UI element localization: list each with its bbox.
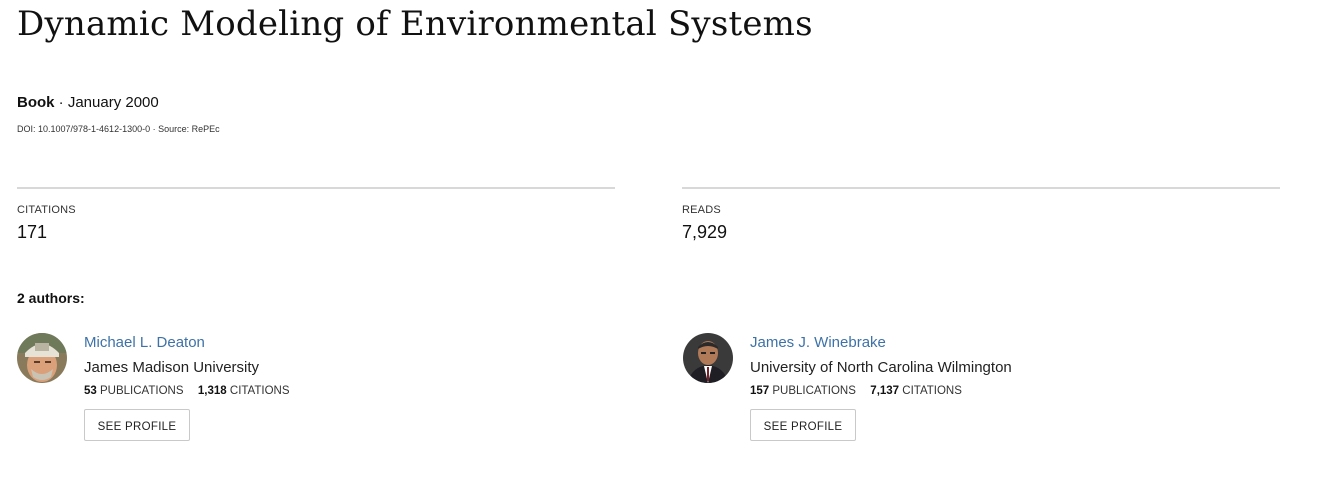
publication-title: Dynamic Modeling of Environmental System… [17, 4, 813, 44]
publications-label: PUBLICATIONS [100, 385, 184, 397]
author-institution: James Madison University [84, 359, 260, 376]
author-stats: 157 PUBLICATIONS 7,137 CITATIONS [750, 385, 1170, 397]
avatar[interactable] [683, 333, 733, 383]
author-citations-label: CITATIONS [902, 385, 962, 397]
reads-value: 7,929 [682, 222, 728, 242]
avatar-photo [17, 333, 67, 383]
doi-text: DOI: 10.1007/978-1-4612-1300-0 [17, 124, 151, 134]
source-text: Source: RePEc [158, 124, 220, 134]
publication-type: Book [17, 94, 55, 111]
author-citations-count: 1,318 [197, 385, 227, 397]
reads-stat: READS 7,929 [682, 187, 1280, 243]
author-info: Michael L. Deaton James Madison Universi… [84, 333, 504, 441]
avatar[interactable] [17, 333, 67, 383]
avatar-photo [683, 333, 733, 383]
publications-count: 53 [84, 385, 97, 397]
publication-date: January 2000 [67, 94, 159, 111]
author-citations-count: 7,137 [870, 385, 900, 397]
authors-heading: 2 authors: [17, 290, 85, 306]
publications-count: 157 [750, 385, 770, 397]
citations-label: CITATIONS [17, 204, 76, 216]
reads-label: READS [682, 204, 721, 216]
author-info: James J. Winebrake University of North C… [750, 333, 1170, 441]
citations-stat: CITATIONS 171 [17, 187, 615, 243]
citations-value: 171 [17, 222, 48, 242]
author-institution: University of North Carolina Wilmington [750, 359, 1012, 376]
see-profile-button[interactable]: SEE PROFILE [84, 409, 190, 441]
doi-source-line: DOI: 10.1007/978-1-4612-1300-0 · Source:… [17, 124, 220, 134]
publication-meta: Book · January 2000 [17, 94, 159, 111]
author-stats: 53 PUBLICATIONS 1,318 CITATIONS [84, 385, 504, 397]
doi-separator: · [152, 124, 156, 134]
author-name-link[interactable]: James J. Winebrake [750, 334, 886, 351]
author-name-link[interactable]: Michael L. Deaton [84, 334, 205, 351]
publications-label: PUBLICATIONS [772, 385, 856, 397]
author-citations-label: CITATIONS [229, 385, 290, 397]
meta-separator: · [58, 94, 64, 111]
see-profile-button[interactable]: SEE PROFILE [750, 409, 856, 441]
